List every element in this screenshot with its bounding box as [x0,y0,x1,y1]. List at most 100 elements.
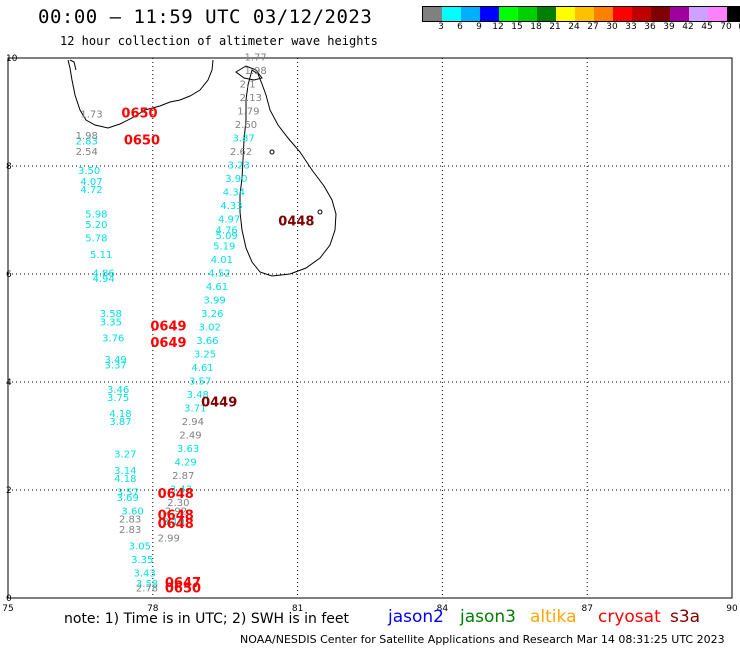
swh-value: 2.62 [230,147,252,158]
legend-label: 39 [663,22,675,32]
credit-line: NOAA/NESDIS Center for Satellite Applica… [240,633,725,646]
swh-value: 5.19 [213,242,235,253]
swh-value: 3.25 [194,350,216,361]
swh-value: 1.98 [245,66,267,77]
swh-value: 3.02 [199,323,221,334]
latitude-tick-label: 2 [6,486,12,496]
coastline [67,59,337,277]
swh-value: 3.60 [121,506,143,517]
legend-swatch [613,7,632,21]
legend-swatch [689,7,708,21]
swh-value: 4.61 [191,363,213,374]
page-subtitle: 12 hour collection of altimeter wave hei… [60,34,378,48]
swh-value: 4.18 [114,474,136,485]
swh-value: 3.14 [114,466,136,477]
swh-value: 2.54 [76,147,98,158]
swh-value: 3.35 [131,555,153,566]
satellite-legend-item: jason2 [388,607,444,627]
swh-value: 3.46 [107,385,129,396]
swh-value: 2.60 [235,120,257,131]
pass-time-label: 0648 [158,509,194,524]
swh-value: 2.1 [240,80,256,91]
swh-value: 4.94 [92,274,114,285]
swh-value: 1.79 [237,107,259,118]
swh-value: 3.90 [225,174,247,185]
swh-value: 4.01 [211,255,233,266]
legend-label: 21 [549,22,561,32]
swh-value: 3.75 [107,393,129,404]
page-title: 00:00 – 11:59 UTC 03/12/2023 [38,6,373,28]
swh-value: 2.83 [76,136,98,147]
swh-value: 3.58 [100,309,122,320]
footnote: note: 1) Time is in UTC; 2) SWH is in fe… [64,611,350,627]
satellite-legend-item: cryosat [598,607,661,627]
pass-time-label: 0649 [150,336,186,351]
legend-label: 42 [682,22,694,32]
legend-swatch [708,7,727,21]
swh-value: 4.86 [92,269,114,280]
legend-swatch [632,7,651,21]
swh-value: 3.87 [109,417,131,428]
swh-value: 3.66 [196,336,218,347]
swh-value: 2.94 [182,417,204,428]
swh-value: 3.58 [136,579,158,590]
legend-swatch [461,7,480,21]
satellite-legend-item: s3a [670,607,701,627]
latitude-tick-label: 0 [6,594,12,604]
swh-value: 3.49 [105,355,127,366]
swh-value: 3.26 [201,309,223,320]
swh-value: 1.73 [80,109,102,120]
axis-ticks: 75 78 81 84 87 90 0 2 4 6 8 10 [2,54,738,614]
swh-value: 1.98 [76,131,98,142]
india-coastline [67,59,214,129]
swh-value: 3.71 [184,404,206,415]
legend-swatch [594,7,613,21]
swh-value: 3.27 [114,450,136,461]
swh-value: 2.30 [167,498,189,509]
swh-value: 4.07 [80,177,102,188]
swh-value: 3.48 [187,390,209,401]
longitude-tick-label: 90 [726,604,738,614]
swh-value: 2.83 [119,525,141,536]
swh-value: 2.99 [158,533,180,544]
swh-value: 5.78 [85,234,107,245]
longitude-tick-label: 75 [2,604,13,614]
legend-swatch [480,7,499,21]
swh-value: 2.87 [172,471,194,482]
swh-value: 2.83 [119,514,141,525]
latitude-tick-label: 10 [6,54,18,64]
legend-label: 15 [511,22,523,32]
pass-time-label: 0648 [158,487,194,502]
legend-label: 30 [606,22,618,32]
swh-value: 3.76 [102,334,124,345]
india-coastline-west [69,59,77,71]
swh-value: 3.23 [228,161,250,172]
swh-value: 4.76 [216,226,238,237]
island-dot [269,149,275,155]
latitude-tick-label: 6 [6,270,12,280]
satellite-legend-item: jason3 [460,607,516,627]
pass-time-label: 0649 [150,320,186,335]
legend-label: 70 [720,22,732,32]
legend-label: 33 [625,22,637,32]
legend-label: 36 [644,22,656,32]
legend-swatch [423,7,442,21]
swh-value: 5.11 [90,250,112,261]
swh-value: 4.97 [218,215,240,226]
island-dot [317,209,323,215]
longitude-tick-label: 81 [292,604,303,614]
pass-time-label: 0448 [278,214,314,229]
swh-value: 4.72 [80,185,102,196]
swh-value: 4.52 [208,269,230,280]
satellite-legend-item: altika [530,607,577,627]
legend-swatch [575,7,594,21]
legend-label: 18 [530,22,542,32]
legend-label: 3 [438,22,444,32]
swh-values: 1.77 1.98 2.1 2.13 1.79 2.60 3.87 2.62 3.23 3.90 4… [76,53,267,595]
legend-swatch [499,7,518,21]
pass-time-label: 0650 [121,106,157,121]
swh-value: 5.98 [85,209,107,220]
swh-value: 3.63 [177,444,199,455]
swh-value: 2.13 [240,93,262,104]
pass-time-label: 0647 [165,576,201,591]
